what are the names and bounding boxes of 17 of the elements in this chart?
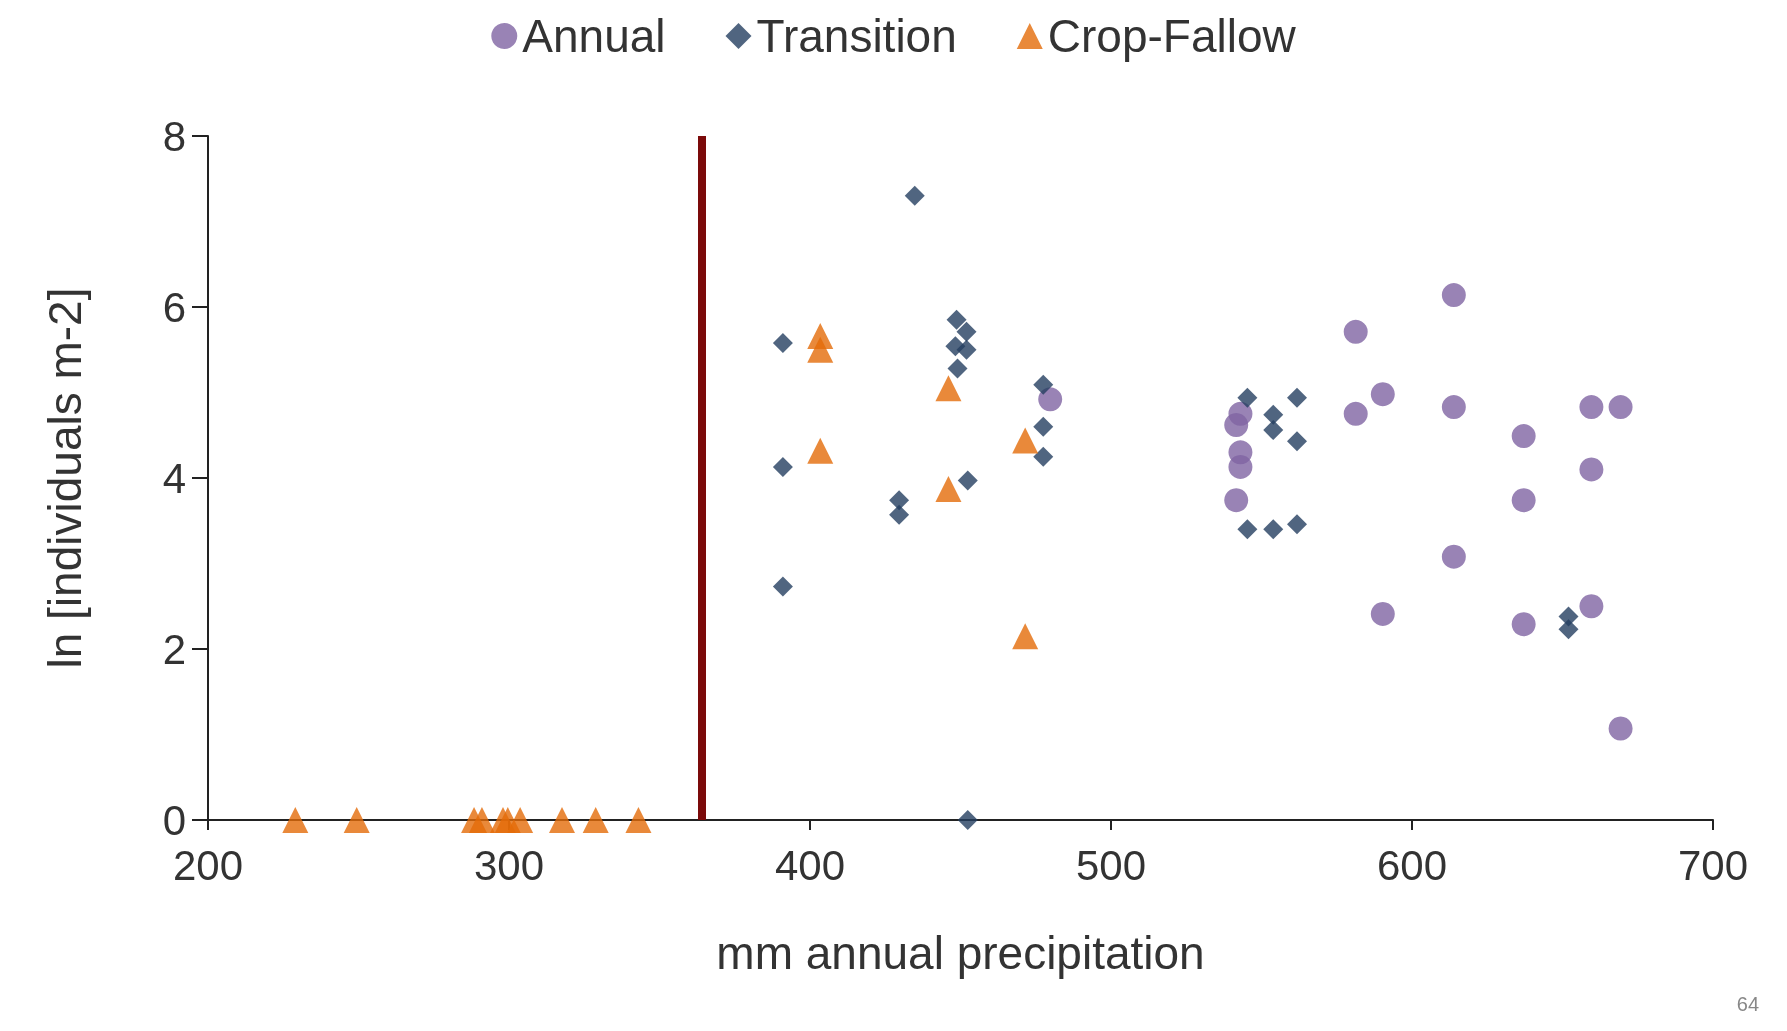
x-tick-label: 200	[172, 841, 244, 889]
text: 64	[1736, 993, 1759, 1015]
x-tick-label: 500	[1075, 841, 1147, 889]
x-tick-label: 400	[774, 841, 846, 889]
x-tick-label: 600	[1376, 841, 1448, 889]
y-axis-title: ln [individuals m-2]	[39, 287, 91, 669]
y-tick-label: 8	[162, 112, 186, 160]
legend-label: Transition	[756, 10, 957, 62]
x-axis-title: mm annual precipitation	[716, 927, 1205, 979]
legend-label: Annual	[522, 10, 666, 62]
y-tick-label: 2	[162, 625, 186, 673]
x-tick-label: 700	[1677, 841, 1749, 889]
x-tick-label: 300	[473, 841, 545, 889]
y-tick-label: 4	[162, 454, 186, 502]
y-tick-label: 6	[162, 283, 186, 331]
legend-label: Crop-Fallow	[1047, 10, 1297, 62]
y-tick-label: 0	[162, 796, 186, 844]
